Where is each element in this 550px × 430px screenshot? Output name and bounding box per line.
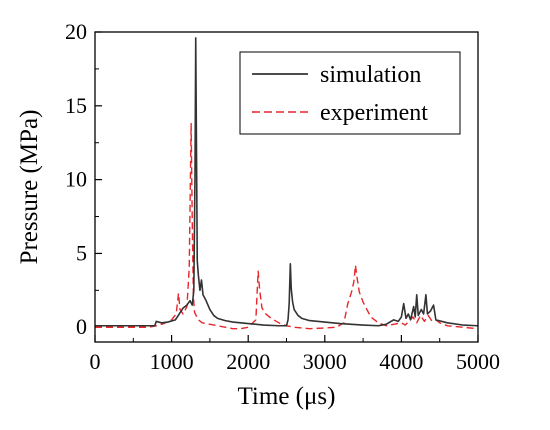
legend-label-simulation: simulation [320,62,421,88]
series-layer [95,37,478,330]
legend-box [239,51,461,135]
x-tick-label: 4000 [379,349,423,374]
x-tick-label: 5000 [456,349,500,374]
plot-frame [94,31,479,343]
legend-label-experiment: experiment [320,100,428,126]
x-axis-label: Time (μs) [238,383,336,410]
y-tick-label: 0 [76,314,87,339]
x-tick-label: 1000 [150,349,194,374]
y-axis-label: Pressure (MPa) [16,110,43,265]
y-tick-label: 5 [76,240,87,265]
series-line-simulation [95,37,478,327]
legend: simulation experiment [239,51,461,135]
y-tick-label: 10 [65,167,87,192]
x-tick-label: 2000 [226,349,270,374]
x-tick-label: 0 [90,349,101,374]
labels-layer: Time (μs) Pressure (MPa) [16,110,335,410]
x-tick-label: 3000 [303,349,347,374]
y-tick-label: 20 [65,19,87,44]
y-tick-label: 15 [65,93,87,118]
series-line-experiment [95,122,478,330]
